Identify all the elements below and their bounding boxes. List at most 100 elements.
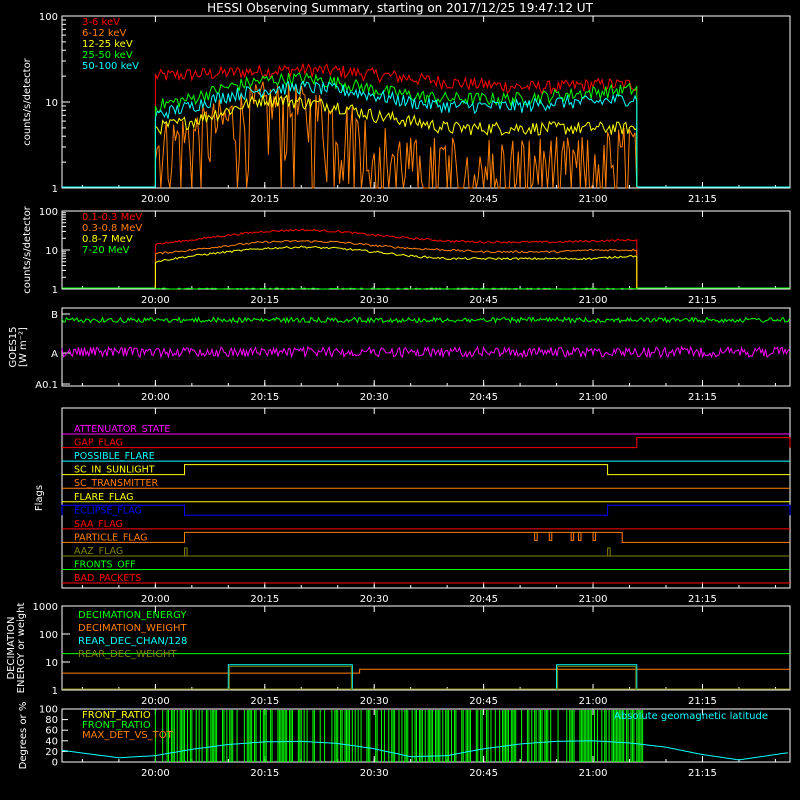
legend-entry: REAR_DEC_WEIGHT xyxy=(78,649,177,660)
rear-dec-chan-box-0 xyxy=(227,664,353,690)
series-line-4 xyxy=(154,80,638,187)
legend-entry: 6-12 keV xyxy=(82,28,126,39)
y-tick-label: 10 xyxy=(45,658,58,669)
x-tick-label: 20:15 xyxy=(250,594,279,605)
flag-label: SAA_FLAG xyxy=(74,519,123,530)
flag-line-3 xyxy=(62,464,790,476)
x-tick-label: 20:00 xyxy=(141,295,170,306)
x-tick-label: 20:00 xyxy=(141,594,170,605)
x-tick-label: 20:00 xyxy=(141,696,170,707)
y-axis-unit: [W m⁻²] xyxy=(18,327,29,367)
x-tick-label: 20:00 xyxy=(141,768,170,779)
x-tick-label: 21:15 xyxy=(688,594,717,605)
x-tick-label: 20:45 xyxy=(469,295,498,306)
flag-label: BAD_PACKETS xyxy=(74,573,141,584)
x-tick-label: 20:00 xyxy=(141,392,170,403)
x-tick-label: 20:30 xyxy=(360,194,389,205)
flag-line-6 xyxy=(61,504,791,516)
x-tick-label: 20:30 xyxy=(360,768,389,779)
legend-entry: 0.3-0.8 MeV xyxy=(82,223,142,234)
x-tick-label: 20:30 xyxy=(360,295,389,306)
x-tick-label: 20:00 xyxy=(141,194,170,205)
y-tick-label: 100 xyxy=(39,12,58,23)
goes-series-0 xyxy=(61,316,790,324)
x-tick-label: 21:00 xyxy=(579,295,608,306)
y-axis-label-2: ENERGY or weight xyxy=(16,603,27,694)
flag-spike xyxy=(592,531,597,541)
series-line-1 xyxy=(154,81,638,189)
goes-series-1 xyxy=(61,345,790,359)
x-tick-label: 21:00 xyxy=(579,594,608,605)
flag-spike xyxy=(607,547,611,557)
legend-entry: FRONT_RATIO xyxy=(82,720,151,731)
panel-frame-goes xyxy=(61,307,791,387)
panel-frame-decimation xyxy=(61,605,791,691)
y-tick-label: A xyxy=(51,349,58,360)
legend-entry: 3-6 keV xyxy=(82,17,120,28)
legend-entry: Absolute geomagnetic latitude xyxy=(614,711,768,722)
x-tick-label: 20:15 xyxy=(250,696,279,707)
y-axis-label: GOES15 xyxy=(8,326,19,367)
flag-spike xyxy=(577,531,582,541)
legend-entry: 0.1-0.3 MeV xyxy=(82,212,142,223)
x-tick-label: 20:45 xyxy=(469,594,498,605)
legend-entry: 25-50 keV xyxy=(82,50,133,61)
series-line-0 xyxy=(154,63,638,187)
y-tick-label: 80 xyxy=(45,715,58,726)
legend-entry: DECIMATION_ENERGY xyxy=(78,610,187,621)
panel-frame-flags xyxy=(61,407,791,589)
flag-label: ECLIPSE_FLAG xyxy=(74,505,142,516)
flag-label: FRONTS_OFF xyxy=(74,560,136,571)
rear-dec-chan-box-1 xyxy=(556,664,638,690)
legend-entry: 12-25 keV xyxy=(82,39,133,50)
x-tick-label: 21:15 xyxy=(688,194,717,205)
x-tick-label: 20:30 xyxy=(360,696,389,707)
y-axis-label: Flags xyxy=(34,485,45,511)
legend-entry: FRONT_RATIO xyxy=(82,710,151,721)
x-tick-label: 20:15 xyxy=(250,194,279,205)
legend-entry: DECIMATION_WEIGHT xyxy=(78,623,187,634)
flag-label: AAZ_FLAG xyxy=(74,546,123,557)
y-tick-label: 20 xyxy=(45,747,58,758)
legend-entry: MAX_DET_VS_TOT xyxy=(82,730,174,741)
rear-dec-weight-box-0 xyxy=(228,665,352,690)
y-tick-label: 1 xyxy=(52,686,58,697)
flag-label: SC_TRANSMITTER xyxy=(74,478,159,489)
y-tick-label: A0.1 xyxy=(35,380,58,391)
legend-entry: 0.8-7 MeV xyxy=(82,234,133,245)
x-tick-label: 20:45 xyxy=(469,392,498,403)
x-tick-label: 21:15 xyxy=(688,696,717,707)
y-tick-label: 0 xyxy=(52,758,58,769)
y-tick-label: 1000 xyxy=(33,602,58,613)
flag-line-8 xyxy=(62,531,790,543)
series-line-3 xyxy=(154,287,638,290)
x-tick-label: 21:15 xyxy=(688,392,717,403)
legend-entry: 7-20 MeV xyxy=(82,245,130,256)
x-tick-label: 21:15 xyxy=(688,295,717,306)
x-tick-label: 20:30 xyxy=(360,594,389,605)
x-tick-label: 20:15 xyxy=(250,295,279,306)
panel-frame-ratios xyxy=(61,708,791,763)
y-axis-label: counts/s/detector xyxy=(22,205,33,293)
legend-entry: 50-100 keV xyxy=(82,61,139,72)
y-tick-label: 40 xyxy=(45,736,58,747)
geomagnetic-latitude-line xyxy=(61,740,788,761)
y-axis-label: Degrees or % xyxy=(18,702,29,770)
y-tick-label: B xyxy=(51,310,58,321)
y-tick-label: 100 xyxy=(39,705,58,716)
flag-label: SC_IN_SUNLIGHT xyxy=(74,465,155,476)
series-line-2 xyxy=(154,93,638,187)
y-tick-label: 100 xyxy=(39,207,58,218)
flag-label: PARTICLE_FLAG xyxy=(74,532,147,543)
flag-label: FLARE_FLAG xyxy=(74,492,134,503)
decimation-weight-line xyxy=(62,668,790,674)
x-tick-label: 20:45 xyxy=(469,194,498,205)
x-tick-label: 20:30 xyxy=(360,392,389,403)
x-tick-label: 20:15 xyxy=(250,392,279,403)
x-tick-label: 21:00 xyxy=(579,194,608,205)
y-axis-label: counts/s/detector xyxy=(22,57,33,145)
flag-spike xyxy=(534,531,538,541)
legend-entry: REAR_DEC_CHAN/128 xyxy=(78,636,187,647)
flag-spike xyxy=(184,547,188,557)
